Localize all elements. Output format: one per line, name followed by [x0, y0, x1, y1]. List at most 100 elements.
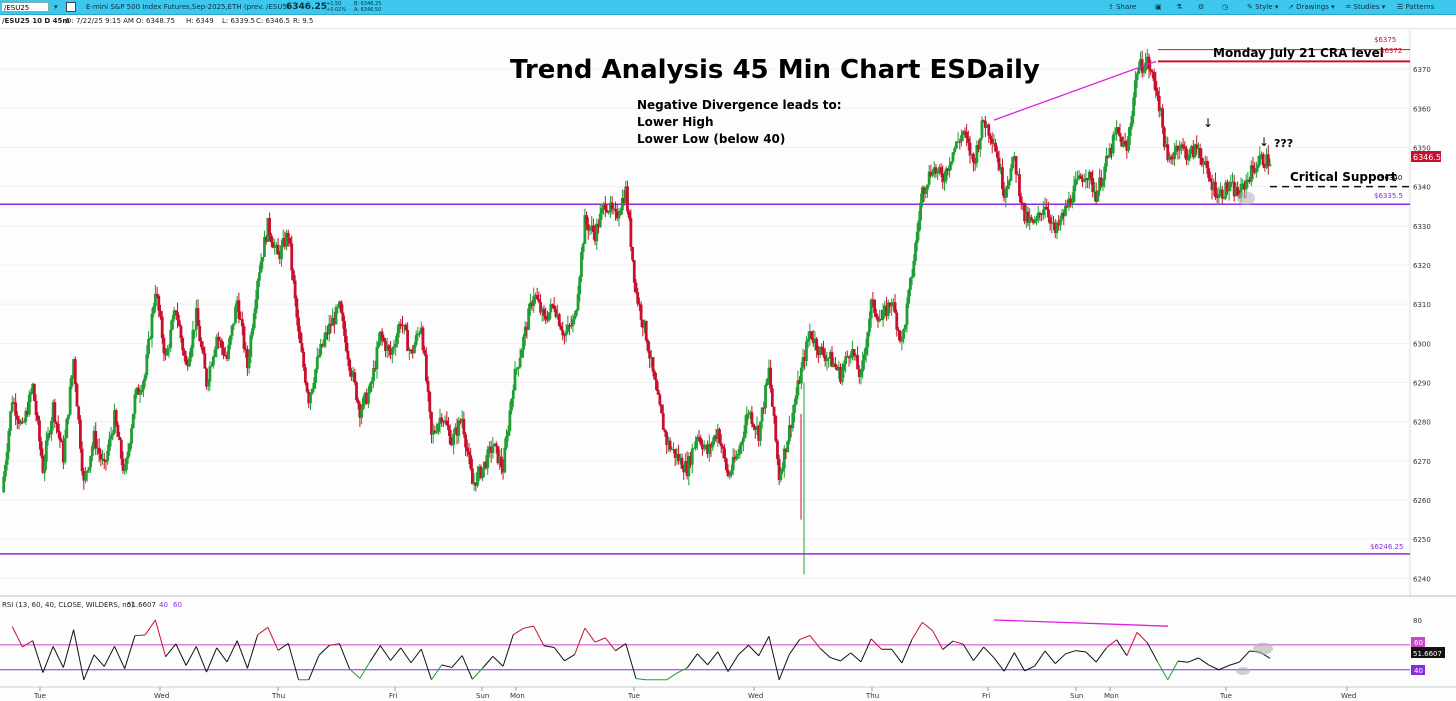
candle	[784, 448, 788, 453]
candle	[65, 419, 69, 439]
rsi-line-segment	[962, 643, 974, 661]
candle	[559, 325, 563, 330]
candle	[522, 336, 525, 350]
candle	[1110, 147, 1113, 154]
candle	[332, 317, 336, 325]
save-icon[interactable]: ▣	[1155, 3, 1162, 11]
candle	[113, 410, 116, 434]
candle	[24, 410, 28, 422]
candle	[481, 468, 485, 478]
candle	[989, 135, 992, 139]
candle	[897, 329, 900, 331]
candle	[1021, 202, 1025, 204]
candle	[806, 338, 810, 342]
candle	[573, 315, 577, 320]
candle	[135, 387, 139, 395]
share-button[interactable]: ⇪ Share	[1108, 3, 1137, 11]
candle	[849, 354, 853, 359]
rsi-line-segment	[226, 640, 238, 663]
rsi-line-segment	[502, 634, 514, 667]
candle	[418, 333, 421, 335]
studies-button[interactable]: ♒ Studies ▾	[1345, 3, 1386, 11]
candle	[448, 430, 452, 445]
link-icon[interactable]	[66, 2, 76, 12]
candle	[919, 202, 923, 221]
candle	[240, 319, 244, 327]
candle	[80, 448, 84, 472]
time-axis-label: Mon	[510, 692, 525, 700]
rsi-line-segment	[379, 645, 391, 661]
rsi-line-segment	[1228, 661, 1240, 666]
candle	[552, 305, 556, 310]
rsi-line-segment	[1116, 639, 1128, 656]
ohlc-info-bar: /ESU25 10 D 45m D: 7/22/25 9:15 AM O: 63…	[0, 15, 1456, 29]
candle	[385, 345, 389, 351]
candle	[493, 443, 496, 447]
candle	[915, 231, 919, 244]
clock-icon[interactable]: ◷	[1222, 3, 1229, 11]
candle	[452, 433, 456, 446]
candle	[1208, 178, 1212, 182]
candle	[765, 378, 769, 386]
candle	[496, 446, 500, 464]
rsi-level-40-legend: 40	[159, 601, 168, 609]
candle	[658, 394, 662, 405]
rsi-line-segment	[246, 634, 259, 669]
candle	[655, 379, 658, 391]
rsi-line-segment	[543, 645, 555, 648]
candle	[525, 326, 529, 330]
candle	[1251, 165, 1255, 170]
candle	[564, 331, 568, 336]
candle	[1028, 217, 1032, 223]
style-button[interactable]: ✎ Style ▾	[1247, 3, 1279, 11]
candle	[280, 245, 283, 260]
candle	[670, 449, 674, 451]
candle	[21, 421, 24, 423]
symbol-dropdown-icon[interactable]: ▾	[54, 3, 58, 11]
candle	[14, 402, 18, 416]
candle	[772, 406, 776, 416]
candle	[351, 372, 355, 377]
candle	[159, 310, 162, 317]
candle	[835, 366, 839, 371]
candle	[982, 120, 986, 122]
candle	[210, 365, 214, 367]
candle	[102, 458, 106, 461]
rsi-line-segment	[553, 647, 565, 662]
candle	[518, 357, 522, 368]
candle	[810, 331, 813, 339]
candle	[363, 392, 367, 398]
rsi-line-segment	[451, 655, 463, 668]
patterns-button[interactable]: ☰ Patterns	[1397, 3, 1435, 11]
candle	[949, 161, 953, 166]
candle	[649, 357, 653, 359]
candle	[186, 364, 190, 367]
rsi-study-label[interactable]: RSI (13, 60, 40, CLOSE, WILDERS, no)	[2, 601, 134, 609]
candle	[1239, 184, 1243, 198]
candle	[707, 444, 711, 454]
candle	[934, 167, 938, 174]
net-change: +1.50	[326, 1, 342, 7]
flask-icon[interactable]: ⚗	[1176, 3, 1183, 11]
candle	[539, 301, 542, 313]
symbol-input[interactable]: /ESU25	[1, 2, 49, 12]
candle	[48, 433, 52, 435]
candle	[554, 309, 558, 317]
rsi-line-segment	[737, 644, 749, 656]
rsi-line-segment	[1146, 642, 1158, 662]
candle	[600, 208, 604, 214]
rsi-line-segment	[748, 644, 760, 657]
rsi-line-segment	[1054, 653, 1066, 664]
candle	[864, 347, 868, 355]
candle	[1057, 222, 1061, 226]
candle	[936, 170, 940, 174]
candle	[148, 338, 152, 340]
candle	[1145, 56, 1149, 63]
candle	[278, 254, 282, 260]
candle	[1200, 157, 1204, 165]
rsi-line-segment	[635, 678, 647, 681]
candle	[709, 444, 713, 448]
drawings-button[interactable]: ➚ Drawings ▾	[1288, 3, 1335, 11]
gear-icon[interactable]: ⚙	[1198, 3, 1205, 11]
